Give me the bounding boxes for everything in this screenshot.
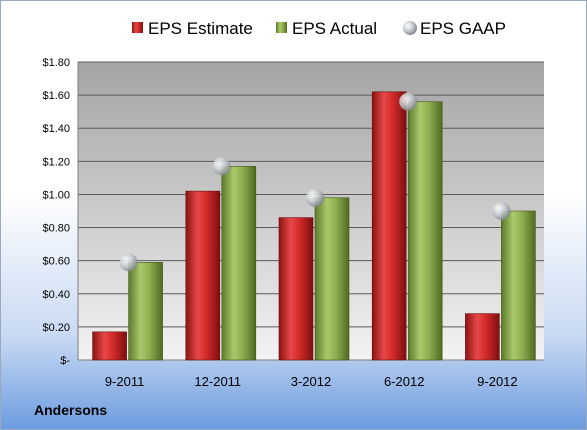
y-tick-label: $0.60 bbox=[42, 256, 70, 268]
company-name: Andersons bbox=[34, 402, 108, 418]
bar-eps-estimate bbox=[278, 217, 314, 361]
y-tick-label: $0.20 bbox=[42, 322, 70, 334]
x-tick-label: 9-2012 bbox=[477, 374, 517, 389]
legend-label: EPS Estimate bbox=[148, 19, 253, 38]
y-tick-label: $1.00 bbox=[42, 189, 70, 201]
point-eps-gaap bbox=[306, 188, 324, 207]
bar-eps-estimate bbox=[371, 91, 407, 361]
legend-swatch bbox=[403, 21, 417, 35]
point-eps-gaap bbox=[492, 202, 511, 220]
x-tick-label: 12-2011 bbox=[194, 374, 241, 389]
point-eps-gaap bbox=[212, 157, 231, 176]
x-tick-label: 9-2011 bbox=[105, 374, 145, 389]
bar-eps-actual bbox=[221, 166, 257, 361]
bar-eps-estimate bbox=[465, 313, 500, 361]
bar-eps-estimate bbox=[92, 331, 127, 361]
bar-eps-estimate bbox=[185, 190, 221, 361]
y-tick-label: $1.20 bbox=[42, 156, 70, 168]
x-tick-label: 6-2012 bbox=[384, 374, 424, 389]
point-eps-gaap bbox=[119, 253, 138, 272]
y-tick-label: $1.40 bbox=[42, 123, 70, 135]
legend-label: EPS Actual bbox=[292, 19, 377, 38]
y-tick-label: $0.40 bbox=[42, 289, 70, 301]
y-tick-label: $1.80 bbox=[42, 57, 70, 69]
legend-item: EPS GAAP bbox=[403, 19, 506, 38]
legend-label: EPS GAAP bbox=[420, 19, 506, 38]
bar-eps-actual bbox=[407, 101, 443, 361]
legend-swatch bbox=[132, 22, 143, 33]
legend-item: EPS Estimate bbox=[132, 19, 253, 38]
bar-eps-actual bbox=[501, 210, 536, 361]
y-tick-label: $0.80 bbox=[42, 223, 70, 235]
bar-eps-actual bbox=[128, 262, 163, 361]
bar-eps-actual bbox=[314, 197, 350, 361]
legend-item: EPS Actual bbox=[276, 19, 377, 38]
y-tick-label: $1.60 bbox=[42, 90, 70, 102]
y-tick-label: $- bbox=[60, 355, 70, 367]
point-eps-gaap bbox=[399, 92, 418, 111]
legend-swatch bbox=[276, 22, 287, 33]
x-tick-label: 3-2012 bbox=[291, 374, 331, 389]
